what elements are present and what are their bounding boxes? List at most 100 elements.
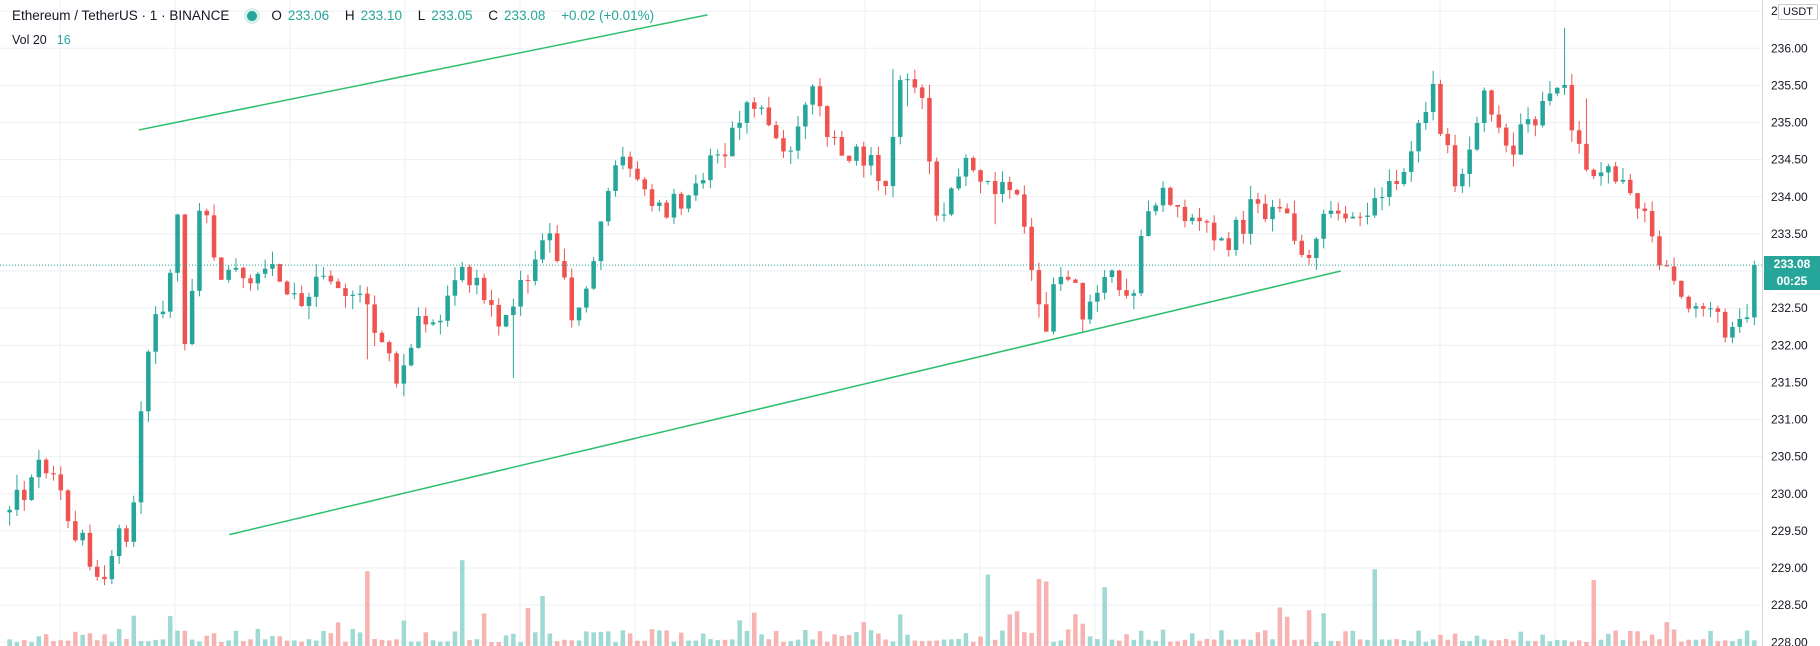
candle-body — [489, 300, 494, 305]
candle-body — [605, 190, 611, 222]
candle-body — [343, 288, 348, 297]
price-axis[interactable]: 228.00 228.50 229.00 229.50 230.00 230.50 231.… — [1771, 4, 1808, 646]
volume-bar — [365, 571, 370, 646]
volume-bar — [1686, 639, 1691, 646]
volume-bar — [189, 639, 195, 646]
volume-bar — [722, 639, 728, 646]
volume-bar — [116, 629, 122, 646]
candle-body — [1430, 84, 1436, 113]
candle-body — [766, 107, 772, 126]
volume-bar — [803, 629, 808, 646]
y-tick-label: 235.00 — [1771, 116, 1808, 130]
volume-bar — [897, 614, 903, 646]
trendline[interactable] — [138, 14, 708, 131]
volume-bar — [1730, 641, 1735, 646]
volume-bar — [1438, 634, 1443, 646]
candle-body — [1029, 226, 1034, 271]
candle-body — [686, 195, 691, 209]
symbol-title[interactable]: Ethereum / TetherUS · 1 · BINANCE — [12, 8, 230, 23]
candle-body — [467, 266, 472, 286]
volume-bar — [1102, 587, 1107, 646]
candle-body — [927, 97, 932, 162]
y-tick-label: 229.00 — [1771, 561, 1808, 575]
candle-body — [1445, 133, 1451, 146]
candle-body — [1109, 270, 1115, 278]
candle-body — [1189, 217, 1195, 222]
change-value: +0.02 (+0.01%) — [561, 8, 655, 23]
volume-bar — [226, 640, 231, 646]
volume-bar — [270, 635, 275, 646]
volume-bar — [138, 640, 144, 646]
candle-body — [379, 332, 385, 343]
candle-body — [109, 556, 115, 580]
y-tick-label: 228.50 — [1771, 598, 1808, 612]
volume-bar — [1591, 580, 1597, 646]
volume-bar — [584, 631, 589, 646]
candle-body — [854, 146, 859, 161]
candle-body — [1102, 277, 1107, 293]
volume-bar — [219, 641, 224, 646]
volume-bar — [817, 631, 823, 646]
candle-body — [1591, 169, 1597, 177]
candle-body — [1394, 181, 1399, 185]
candle-body — [532, 259, 538, 281]
candle-body — [1708, 308, 1713, 310]
candle-body — [1642, 208, 1648, 211]
candle-body — [1270, 206, 1275, 220]
volume-legend[interactable]: Vol 20 16 — [12, 33, 71, 47]
candle-body — [897, 80, 903, 137]
volume-bar — [1335, 641, 1341, 646]
candle-body — [1423, 112, 1429, 124]
candle-body — [306, 296, 312, 306]
volume-bar — [941, 639, 947, 646]
candle-body — [1627, 179, 1633, 194]
volume-bar — [781, 641, 786, 646]
volume-bar — [686, 640, 691, 646]
y-tick-label: 232.00 — [1771, 338, 1808, 352]
volume-bar — [313, 640, 319, 646]
candle-body — [722, 154, 728, 157]
volume-bar — [328, 633, 334, 646]
candle-body — [562, 261, 567, 278]
candle-body — [751, 102, 757, 109]
volume-bar — [73, 631, 78, 646]
currency-badge[interactable]: USDT — [1778, 4, 1818, 20]
close-label: C — [488, 8, 499, 23]
volume-bar — [438, 641, 443, 646]
volume-bar — [255, 628, 261, 646]
volume-value: 16 — [56, 33, 71, 47]
volume-bar — [503, 635, 509, 646]
candle-body — [678, 193, 684, 209]
candle-body — [905, 79, 910, 81]
candle-body — [94, 566, 100, 577]
volume-bar — [693, 640, 699, 646]
candle-body — [1606, 166, 1611, 173]
candle-body — [1416, 123, 1421, 152]
y-tick-label: 229.50 — [1771, 524, 1808, 538]
volume-bar — [262, 639, 268, 646]
candle-body — [861, 146, 867, 166]
candle-body — [1635, 193, 1640, 209]
volume-bar — [1518, 631, 1524, 646]
volume-bar — [102, 634, 107, 646]
high-value: 233.10 — [360, 8, 402, 23]
volume-bar — [1007, 614, 1013, 646]
volume-bar — [919, 641, 925, 646]
candle-body — [124, 528, 129, 542]
trendline[interactable] — [229, 270, 1341, 536]
volume-bar — [1175, 641, 1180, 646]
candle-body — [1160, 187, 1166, 206]
candle-body — [1065, 276, 1071, 280]
volume-bar — [1423, 641, 1429, 646]
candle-body — [1598, 172, 1604, 177]
volume-bar — [1722, 640, 1728, 646]
volume-bar — [1241, 639, 1246, 646]
volume-bar — [182, 630, 188, 646]
candle-body — [277, 264, 283, 282]
open-value: 233.06 — [287, 8, 330, 23]
volume-bar — [1182, 639, 1188, 646]
grid — [0, 0, 1762, 646]
candle-body — [292, 293, 297, 295]
volume-bar — [459, 560, 465, 646]
